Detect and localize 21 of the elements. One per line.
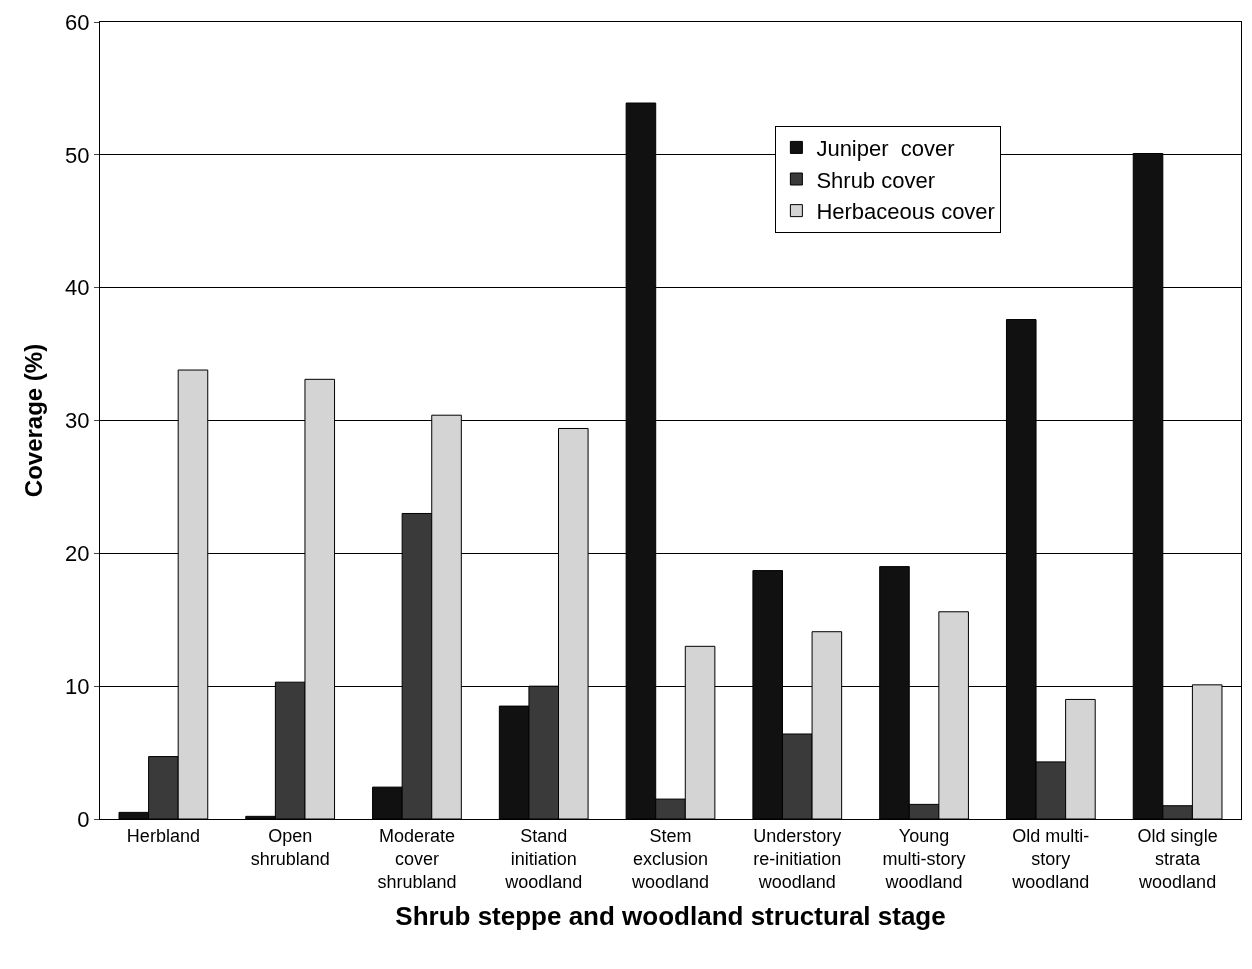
y-axis-title: Coverage (%) <box>20 343 48 498</box>
y-tick-label: 40 <box>65 275 90 301</box>
x-tick-label: Open shrubland <box>250 825 330 869</box>
y-tick-label: 30 <box>65 408 90 434</box>
legend-label: Shrub cover <box>816 167 936 193</box>
x-axis-title: Shrub steppe and woodland structural stage <box>395 901 946 932</box>
y-tick-label: 20 <box>65 541 90 567</box>
legend-label: Herbaceous cover <box>816 199 995 225</box>
x-tick-label: Moderate cover shrubland <box>377 825 457 893</box>
x-tick-label: Stand initiation woodland <box>504 825 583 893</box>
y-tick-label: 0 <box>77 806 90 832</box>
x-tick-label: Young multi-story woodland <box>882 825 966 893</box>
y-tick-label: 10 <box>65 673 90 699</box>
x-tick-label: Old single strata woodland <box>1137 825 1218 893</box>
x-tick-label: Old multi- story woodland <box>1011 825 1090 893</box>
x-tick-label: Stem exclusion woodland <box>630 825 710 893</box>
x-tick-label: Herbland <box>126 825 200 846</box>
y-tick-label: 60 <box>65 9 90 35</box>
y-tick-label: 50 <box>65 142 90 168</box>
x-tick-label: Understory re-initiation woodland <box>753 825 842 893</box>
legend-label: Juniper cover <box>816 135 955 161</box>
